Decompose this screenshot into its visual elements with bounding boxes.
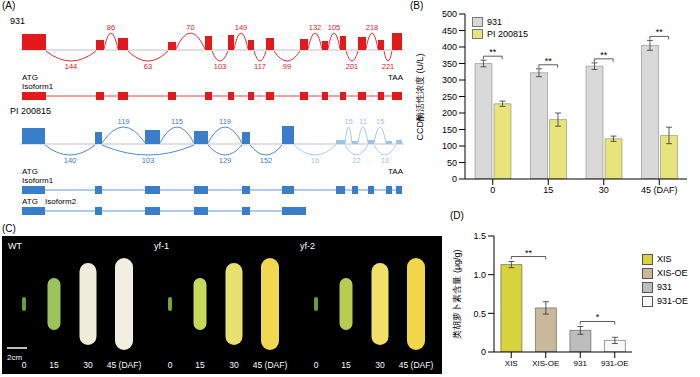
svg-text:117: 117 [254, 62, 266, 71]
svg-text:15: 15 [341, 360, 351, 370]
svg-text:250: 250 [442, 92, 457, 102]
svg-text:TAA: TAA [388, 167, 404, 176]
html-text:PI 200815: PI 200815 [487, 29, 528, 39]
svg-text:15: 15 [543, 185, 553, 195]
svg-text:300: 300 [442, 75, 457, 85]
svg-text:ATG: ATG [22, 167, 38, 176]
svg-text:400: 400 [442, 42, 457, 52]
html-text:XIS: XIS [657, 254, 672, 264]
svg-text:200: 200 [442, 108, 457, 118]
svg-text:103: 103 [142, 156, 155, 165]
svg-text:115: 115 [171, 117, 183, 126]
svg-text:99: 99 [283, 62, 291, 71]
svg-text:0: 0 [452, 174, 457, 184]
html-text:(C): (C) [2, 223, 16, 234]
svg-text:30: 30 [229, 360, 239, 370]
svg-text:149: 149 [235, 23, 248, 32]
svg-text:30: 30 [375, 360, 385, 370]
svg-text:132: 132 [309, 23, 322, 32]
svg-text:0: 0 [314, 360, 319, 370]
svg-text:Isoform1: Isoform1 [22, 176, 54, 185]
svg-text:45 (DAF): 45 (DAF) [641, 185, 678, 195]
svg-text:WT: WT [8, 241, 22, 251]
svg-text:18: 18 [381, 156, 389, 165]
svg-text:15: 15 [344, 117, 352, 126]
svg-text:350: 350 [442, 59, 457, 69]
svg-text:**: ** [525, 248, 533, 258]
svg-text:931: 931 [10, 16, 25, 26]
svg-text:*: * [596, 312, 600, 322]
svg-text:yf-2: yf-2 [300, 241, 315, 251]
svg-text:**: ** [489, 47, 497, 57]
svg-text:150: 150 [442, 125, 457, 135]
svg-text:50: 50 [447, 158, 457, 168]
svg-text:450: 450 [442, 26, 457, 36]
svg-text:PI 200815: PI 200815 [10, 106, 51, 116]
html-text:931: 931 [487, 17, 502, 27]
svg-text:30: 30 [83, 360, 93, 370]
svg-text:0: 0 [168, 360, 173, 370]
svg-text:11: 11 [359, 117, 367, 126]
html-text:(D): (D) [450, 210, 464, 221]
svg-text:70: 70 [186, 23, 194, 32]
svg-text:TAA: TAA [388, 73, 404, 82]
svg-text:0: 0 [481, 347, 486, 357]
svg-text:0: 0 [490, 185, 495, 195]
svg-text:129: 129 [219, 156, 232, 165]
svg-text:140: 140 [64, 156, 77, 165]
svg-text:2cm: 2cm [7, 353, 22, 362]
svg-text:yf-1: yf-1 [154, 241, 169, 251]
svg-text:152: 152 [260, 156, 273, 165]
svg-text:ATG: ATG [22, 73, 38, 82]
svg-text:218: 218 [366, 23, 379, 32]
svg-text:500: 500 [442, 9, 457, 19]
svg-text:16: 16 [311, 156, 319, 165]
svg-text:201: 201 [346, 62, 359, 71]
svg-text:15: 15 [49, 360, 59, 370]
svg-text:22: 22 [352, 156, 360, 165]
svg-text:105: 105 [328, 23, 341, 32]
svg-text:119: 119 [219, 117, 231, 126]
svg-text:**: ** [600, 50, 608, 60]
svg-text:45 (DAF): 45 (DAF) [107, 360, 142, 370]
html-text:类胡萝卜素含量 (μg/g): 类胡萝卜素含量 (μg/g) [451, 249, 462, 339]
svg-text:**: ** [656, 27, 664, 37]
html-text:XIS-OE: XIS-OE [657, 268, 688, 278]
svg-text:15: 15 [195, 360, 205, 370]
svg-text:0.5: 0.5 [473, 309, 486, 319]
svg-text:1.5: 1.5 [473, 231, 486, 241]
svg-text:**: ** [545, 56, 553, 66]
svg-text:45 (DAF): 45 (DAF) [399, 360, 434, 370]
svg-text:144: 144 [65, 62, 78, 71]
svg-text:100: 100 [442, 141, 457, 151]
svg-text:45 (DAF): 45 (DAF) [253, 360, 288, 370]
svg-text:Isoform2: Isoform2 [45, 197, 77, 206]
html-text:931-OE: 931-OE [657, 296, 688, 306]
svg-text:86: 86 [107, 23, 115, 32]
svg-text:30: 30 [599, 185, 609, 195]
svg-text:1.0: 1.0 [473, 270, 486, 280]
svg-text:103: 103 [214, 62, 227, 71]
svg-text:221: 221 [382, 62, 395, 71]
svg-text:15: 15 [376, 117, 384, 126]
svg-text:63: 63 [144, 62, 152, 71]
svg-text:XIS: XIS [505, 359, 518, 368]
svg-text:0: 0 [22, 360, 27, 370]
svg-text:Isoform1: Isoform1 [22, 82, 54, 91]
svg-text:XIS-OE: XIS-OE [532, 359, 559, 368]
svg-text:931: 931 [574, 359, 588, 368]
svg-text:931-OE: 931-OE [601, 359, 629, 368]
svg-text:ATG: ATG [22, 197, 38, 206]
html-text:931: 931 [657, 282, 672, 292]
html-text:(B): (B) [410, 0, 424, 11]
html-text:(A): (A) [2, 0, 16, 11]
html-text:CCD酶活性浓度 (U/L): CCD酶活性浓度 (U/L) [414, 53, 425, 140]
svg-text:119: 119 [118, 117, 130, 126]
